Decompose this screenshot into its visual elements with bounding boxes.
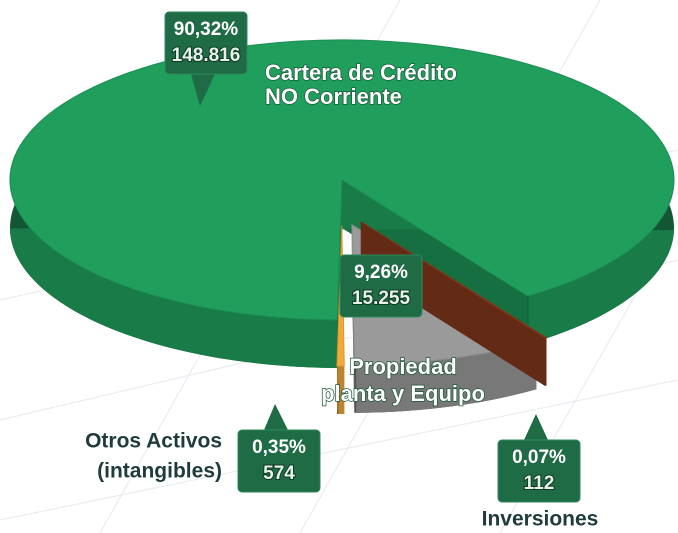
category-label: Inversiones: [482, 508, 599, 531]
amount-label: 148.816: [172, 45, 241, 66]
amount-label: 112: [524, 473, 555, 494]
callout-pointer: [264, 404, 288, 430]
percent-label: 0,35%: [252, 437, 306, 458]
callout-pointer: [191, 74, 215, 106]
percent-label: 9,26%: [354, 262, 408, 283]
percent-label: 90,32%: [174, 19, 239, 40]
callout-box: [164, 11, 248, 75]
pie: [9, 39, 675, 414]
category-label: NO Corriente: [265, 84, 402, 109]
callout-box: [339, 254, 423, 318]
category-label: Cartera de Crédito: [265, 60, 457, 85]
amount-label: 15.255: [352, 288, 411, 309]
category-label: (intangibles): [97, 460, 222, 483]
slice: [360, 221, 548, 339]
callout-box: [497, 439, 581, 503]
category-label: Otros Activos: [85, 430, 222, 453]
category-label: planta y Equipo: [321, 381, 485, 406]
percent-label: 0,07%: [512, 447, 566, 468]
amount-label: 574: [263, 463, 295, 484]
callout-box: [237, 429, 321, 493]
slice-wall: [356, 341, 537, 413]
category-label: Propiedad: [349, 354, 457, 379]
callout-pointer: [524, 414, 548, 440]
slice-wall: [338, 365, 345, 414]
